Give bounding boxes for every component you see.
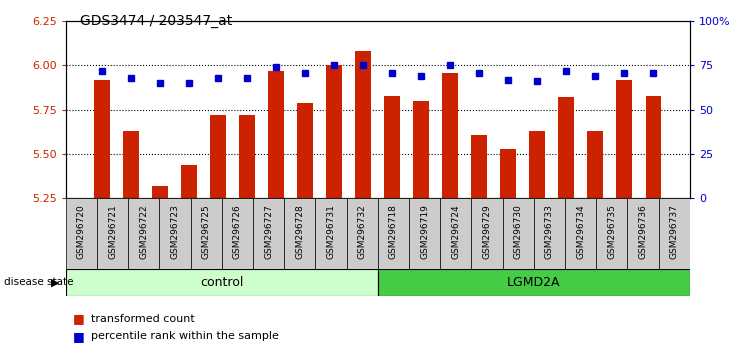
Bar [97, 198, 128, 269]
Bar [268, 71, 284, 198]
Bar [472, 135, 488, 198]
Bar [123, 131, 139, 198]
Bar [356, 51, 372, 198]
Bar [297, 103, 313, 198]
Bar [326, 65, 342, 198]
Bar [239, 115, 255, 198]
Text: percentile rank within the sample: percentile rank within the sample [91, 331, 279, 341]
Bar [191, 198, 222, 269]
Bar [66, 269, 378, 296]
Text: GSM296719: GSM296719 [420, 204, 429, 259]
Bar [315, 198, 347, 269]
Text: GSM296722: GSM296722 [139, 204, 148, 258]
Text: GSM296718: GSM296718 [389, 204, 398, 259]
Bar [378, 198, 409, 269]
Text: GSM296726: GSM296726 [233, 204, 242, 259]
Bar [222, 198, 253, 269]
Text: GSM296728: GSM296728 [295, 204, 304, 259]
Text: disease state: disease state [4, 277, 73, 287]
Bar [529, 131, 545, 198]
Bar [384, 96, 400, 198]
Text: GSM296723: GSM296723 [170, 204, 180, 259]
Text: GSM296737: GSM296737 [669, 204, 679, 259]
Bar [627, 198, 658, 269]
Bar [472, 198, 502, 269]
Bar [440, 198, 472, 269]
Bar [596, 198, 627, 269]
Bar [500, 149, 516, 198]
Text: GSM296720: GSM296720 [77, 204, 86, 259]
Bar [210, 115, 226, 198]
Bar [378, 269, 690, 296]
Text: GSM296724: GSM296724 [451, 204, 461, 258]
Bar [128, 198, 159, 269]
Bar [558, 97, 575, 198]
Bar [658, 198, 690, 269]
Bar [534, 198, 565, 269]
Bar [94, 80, 110, 198]
Bar [66, 198, 97, 269]
Bar [645, 96, 661, 198]
Text: GSM296725: GSM296725 [201, 204, 211, 259]
Text: transformed count: transformed count [91, 314, 195, 324]
Bar [409, 198, 440, 269]
Bar [347, 198, 378, 269]
Bar [442, 73, 458, 198]
Text: GSM296730: GSM296730 [514, 204, 523, 259]
Bar [181, 165, 197, 198]
Text: GSM296735: GSM296735 [607, 204, 616, 259]
Text: GSM296729: GSM296729 [483, 204, 491, 259]
Bar [502, 198, 534, 269]
Text: GSM296732: GSM296732 [358, 204, 366, 259]
Text: ▶: ▶ [51, 277, 60, 287]
Bar [159, 198, 191, 269]
Bar [565, 198, 596, 269]
Text: ■: ■ [73, 312, 85, 325]
Text: ■: ■ [73, 330, 85, 343]
Bar [253, 198, 284, 269]
Text: GSM296727: GSM296727 [264, 204, 273, 259]
Text: GSM296733: GSM296733 [545, 204, 554, 259]
Bar [152, 186, 168, 198]
Text: GSM296736: GSM296736 [639, 204, 648, 259]
Bar [413, 101, 429, 198]
Text: LGMD2A: LGMD2A [507, 276, 561, 289]
Text: GSM296721: GSM296721 [108, 204, 117, 259]
Text: control: control [200, 276, 243, 289]
Bar [284, 198, 315, 269]
Bar [617, 80, 632, 198]
Bar [588, 131, 604, 198]
Text: GSM296731: GSM296731 [326, 204, 336, 259]
Text: GDS3474 / 203547_at: GDS3474 / 203547_at [80, 14, 233, 28]
Text: GSM296734: GSM296734 [576, 204, 585, 259]
